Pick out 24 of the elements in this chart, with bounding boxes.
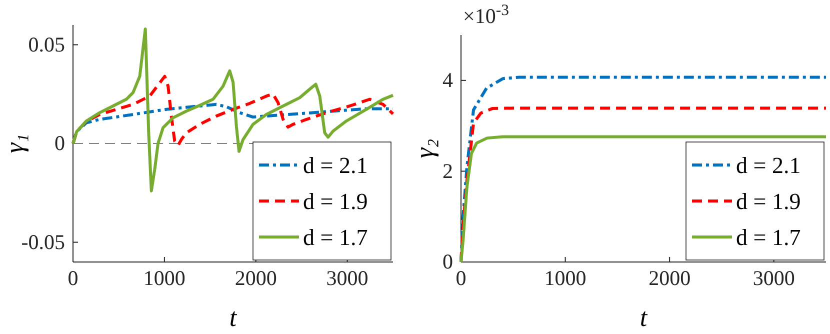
legend-label: d = 2.1 [303, 153, 368, 178]
y-axis-title: γ₁ [0, 134, 29, 154]
x-tick-label: 2000 [648, 266, 691, 290]
y-tick-label: 4 [442, 68, 454, 92]
x-tick-label: 3000 [326, 266, 368, 290]
y-tick-label: 0 [442, 250, 453, 274]
x-tick-label: 1000 [143, 266, 186, 290]
x-tick-label: 3000 [752, 266, 795, 290]
y-tick-label: 0.05 [28, 32, 65, 56]
x-tick-label: 2000 [234, 266, 277, 290]
y-tick-label: 2 [442, 158, 453, 183]
legend-label: d = 1.9 [303, 189, 368, 214]
legend-label: d = 1.7 [736, 225, 801, 250]
legend-label: d = 2.1 [736, 153, 801, 178]
y-tick-label: 0 [54, 131, 65, 156]
x-tick-label: 1000 [544, 266, 586, 290]
x-axis-title: t [640, 303, 648, 332]
text: ×10$^{-3}$ [463, 2, 510, 28]
x-axis-title: t [229, 303, 238, 332]
y-tick-label: -0.05 [21, 230, 65, 254]
line-series [72, 27, 394, 192]
legend-label: d = 1.9 [736, 189, 801, 214]
y-axis-title: γ₂ [410, 138, 439, 158]
legend-label: d = 1.7 [303, 225, 368, 250]
